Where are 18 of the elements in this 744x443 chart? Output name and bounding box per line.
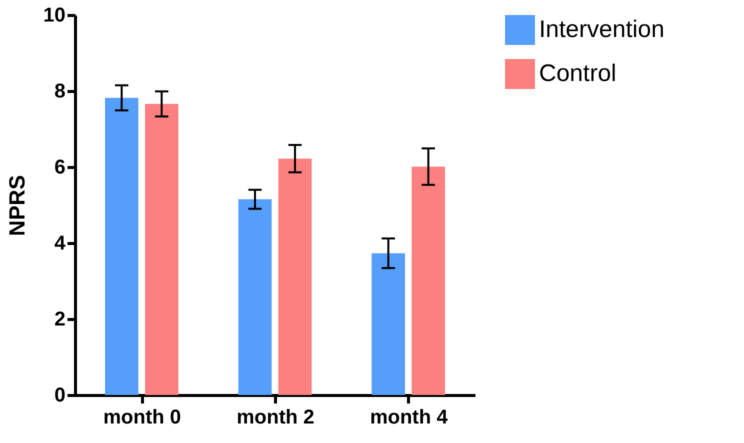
bar [372,253,405,395]
y-tick-label: 4 [54,232,66,254]
x-tick-label: month 0 [103,406,182,428]
y-axis-title: NPRS [4,174,30,236]
bar [105,98,138,395]
legend-label: Control [539,60,616,87]
y-tick-label: 2 [54,308,66,330]
y-tick-label: 0 [54,384,66,406]
bar [238,199,272,395]
y-tick-label: 8 [54,80,66,102]
bar [412,166,445,395]
x-tick-label: month 4 [370,406,449,428]
y-tick-label: 6 [54,156,66,178]
bar [278,158,312,395]
y-tick-label: 10 [43,4,66,26]
legend-label: Intervention [539,16,664,43]
x-tick-label: month 2 [236,406,314,428]
bar [145,104,178,395]
